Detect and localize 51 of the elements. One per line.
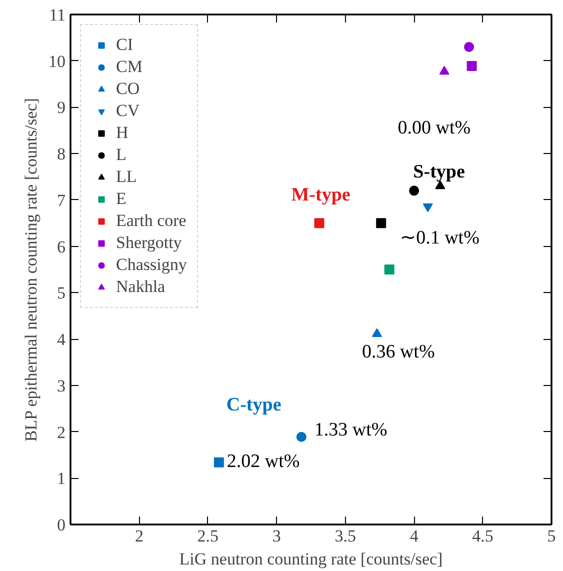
legend-label: CM xyxy=(116,57,142,77)
legend-label: Shergotty xyxy=(116,233,182,253)
x-tick-label: 2 xyxy=(134,526,144,546)
annotation: S-type xyxy=(413,162,465,183)
annotation: C-type xyxy=(226,394,282,416)
y-tick-label: 3 xyxy=(57,376,66,396)
point xyxy=(464,42,474,52)
point xyxy=(296,432,306,442)
legend-label: L xyxy=(116,145,128,165)
x-tick-label: 2.5 xyxy=(197,526,219,546)
y-tick-label: 5 xyxy=(57,284,66,303)
legend-label: CI xyxy=(116,35,134,55)
x-axis-title: LiG neutron counting rate [counts/sec] xyxy=(179,550,443,568)
point xyxy=(376,218,386,228)
annotation: ∼0.1 wt% xyxy=(400,228,480,249)
y-tick-label: 2 xyxy=(57,422,66,442)
point xyxy=(466,60,477,71)
y-axis-title: BLP epithermal neutron counting rate [counts/sec] xyxy=(22,98,40,442)
annotation: 0.00 wt% xyxy=(398,117,471,138)
x-tick-label: 3 xyxy=(272,526,281,546)
y-tick-label: 9 xyxy=(57,98,66,118)
annotation: 2.02 wt% xyxy=(226,450,300,472)
legend-label: LL xyxy=(116,167,137,187)
x-tick-label: 3.5 xyxy=(334,526,356,546)
y-tick-label: 6 xyxy=(57,237,66,256)
annotation: 0.36 wt% xyxy=(362,341,435,362)
legend-label: CV xyxy=(116,101,140,121)
y-tick-label: 4 xyxy=(57,330,66,350)
x-tick-label: 4 xyxy=(410,526,419,546)
legend-label: H xyxy=(116,123,130,143)
point xyxy=(409,186,420,196)
x-tick-label: 5 xyxy=(547,526,556,546)
annotation: 1.33 wt% xyxy=(314,419,388,440)
legend-label: Earth core xyxy=(116,211,186,231)
y-tick-label: 7 xyxy=(57,190,66,210)
legend-label: E xyxy=(116,189,128,209)
point xyxy=(384,264,394,274)
legend-label: Nakhla xyxy=(116,277,166,297)
point xyxy=(372,328,382,338)
y-tick-label: 0 xyxy=(57,516,66,534)
annotation: M-type xyxy=(291,184,350,206)
point xyxy=(314,218,324,228)
y-tick-label: 8 xyxy=(57,144,66,164)
point xyxy=(214,457,224,468)
y-tick-label: 1 xyxy=(57,469,66,488)
legend-label: Chassigny xyxy=(116,255,187,275)
y-tick-label: 10 xyxy=(48,52,66,71)
legend-label: CO xyxy=(116,79,140,99)
point xyxy=(439,66,450,75)
y-tick-label: 11 xyxy=(49,6,66,24)
x-tick-label: 4.5 xyxy=(472,526,494,546)
